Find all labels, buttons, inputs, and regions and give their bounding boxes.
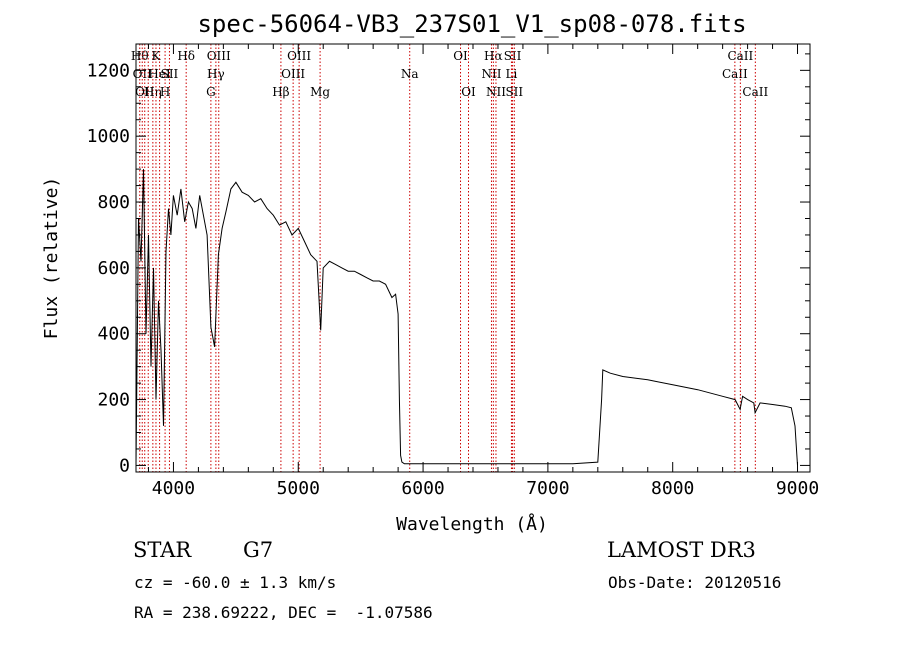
spectral-line-label-26: CaII [722,67,748,81]
spectrum-layer [135,169,798,466]
y-tick-label-2: 400 [97,324,130,345]
y-tick-label-5: 1000 [87,126,130,147]
spectral-line-label-9: Hδ [177,49,195,63]
spectral-line-label-2: OII [135,85,155,99]
spectral-line-label-10: G [206,85,216,99]
spectral-line-label-8: SII [161,67,179,81]
spectral-line-label-12: OIII [207,49,231,63]
object-class: STAR [133,538,192,562]
y-tick-label-4: 800 [97,192,130,213]
spectral-line-label-6: HeI [148,67,171,81]
spectral-line-label-22: NII [486,85,506,99]
spectral-line-label-20: NII [481,67,501,81]
axes-layer: 4000 5000 6000 7000 8000 9000 0 200 400 600 800 100… [87,44,819,499]
object-subclass: G7 [243,538,274,562]
spectral-lines-layer: HθOIIOIIHηKHeIHSIIHδGHγOIIIHβOIIIOIIIMgN… [131,44,768,472]
spectral-line-label-17: Na [401,67,419,81]
spectral-line-label-4: Hη [144,85,162,99]
survey-name: LAMOST DR3 [607,538,756,562]
y-tick-label-3: 600 [97,258,130,279]
y-tick-label-6: 1200 [87,60,130,81]
x-tick-label-3: 7000 [526,478,569,499]
spectral-line-label-13: Hβ [272,85,289,99]
spectral-line-label-27: CaII [727,49,753,63]
x-axis-label: Wavelength (Å) [396,513,548,535]
spectral-line-label-18: OI [453,49,468,63]
spectral-line-label-7: H [160,85,170,99]
redshift-velocity: cz = -60.0 ± 1.3 km/s [134,573,337,592]
coordinates: RA = 238.69222, DEC = -1.07586 [134,603,433,622]
spectral-line-label-28: CaII [742,85,768,99]
plot-frame [135,43,811,473]
spectral-line-label-16: Mg [310,85,330,99]
observation-date: Obs-Date: 20120516 [608,573,782,592]
x-tick-label-5: 9000 [776,478,819,499]
chart-title: spec-56064-VB3_237S01_V1_sp08-078.fits [197,10,746,38]
spectral-line-label-14: OIII [281,67,305,81]
spectral-line-label-23: Li [506,67,518,81]
spectral-line-label-19: OI [461,85,476,99]
x-tick-label-2: 6000 [401,478,444,499]
spectral-line-label-0: Hθ [131,49,149,63]
x-tick-label-0: 4000 [152,478,195,499]
x-tick-label-4: 8000 [651,478,694,499]
spectral-line-label-25: SII [505,85,523,99]
y-axis-label: Flux (relative) [41,177,62,340]
x-tick-label-1: 5000 [277,478,320,499]
spectral-line-label-15: OIII [287,49,311,63]
spectral-line-label-11: Hγ [207,67,225,81]
y-tick-label-0: 0 [119,455,130,476]
y-tick-label-1: 200 [97,390,130,411]
spectral-line-label-5: K [151,49,161,63]
spectral-line-label-24: SII [504,49,522,63]
spectral-line-label-21: Hα [484,49,503,63]
spectrum-line [135,169,798,466]
